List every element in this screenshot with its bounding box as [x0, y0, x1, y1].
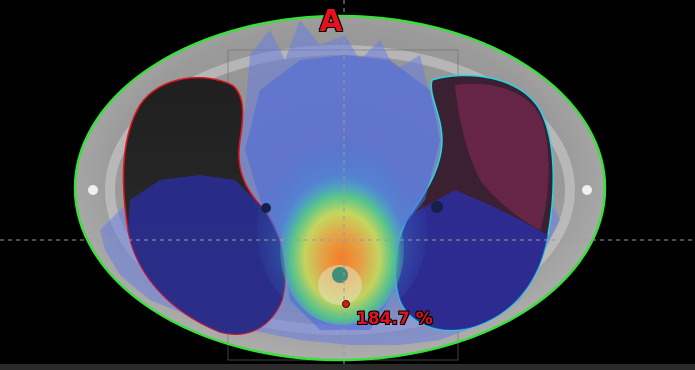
max-dose-point[interactable] — [342, 300, 350, 308]
body-contour[interactable] — [73, 14, 607, 362]
viewport-bottom-bar — [0, 364, 695, 370]
dose-readout: 184.7 % — [356, 309, 433, 329]
dose-hot-zone — [280, 175, 404, 325]
spinal-canal — [332, 267, 348, 283]
lung-dose-right — [395, 190, 548, 331]
lung-dose-left — [128, 175, 286, 335]
rib-right — [582, 185, 592, 195]
lung-tint-right — [455, 83, 549, 230]
orientation-label: A — [319, 4, 343, 39]
vessel-right — [431, 201, 443, 213]
rib-left — [88, 185, 98, 195]
vessel-left — [261, 203, 271, 213]
vertebra — [318, 265, 362, 305]
